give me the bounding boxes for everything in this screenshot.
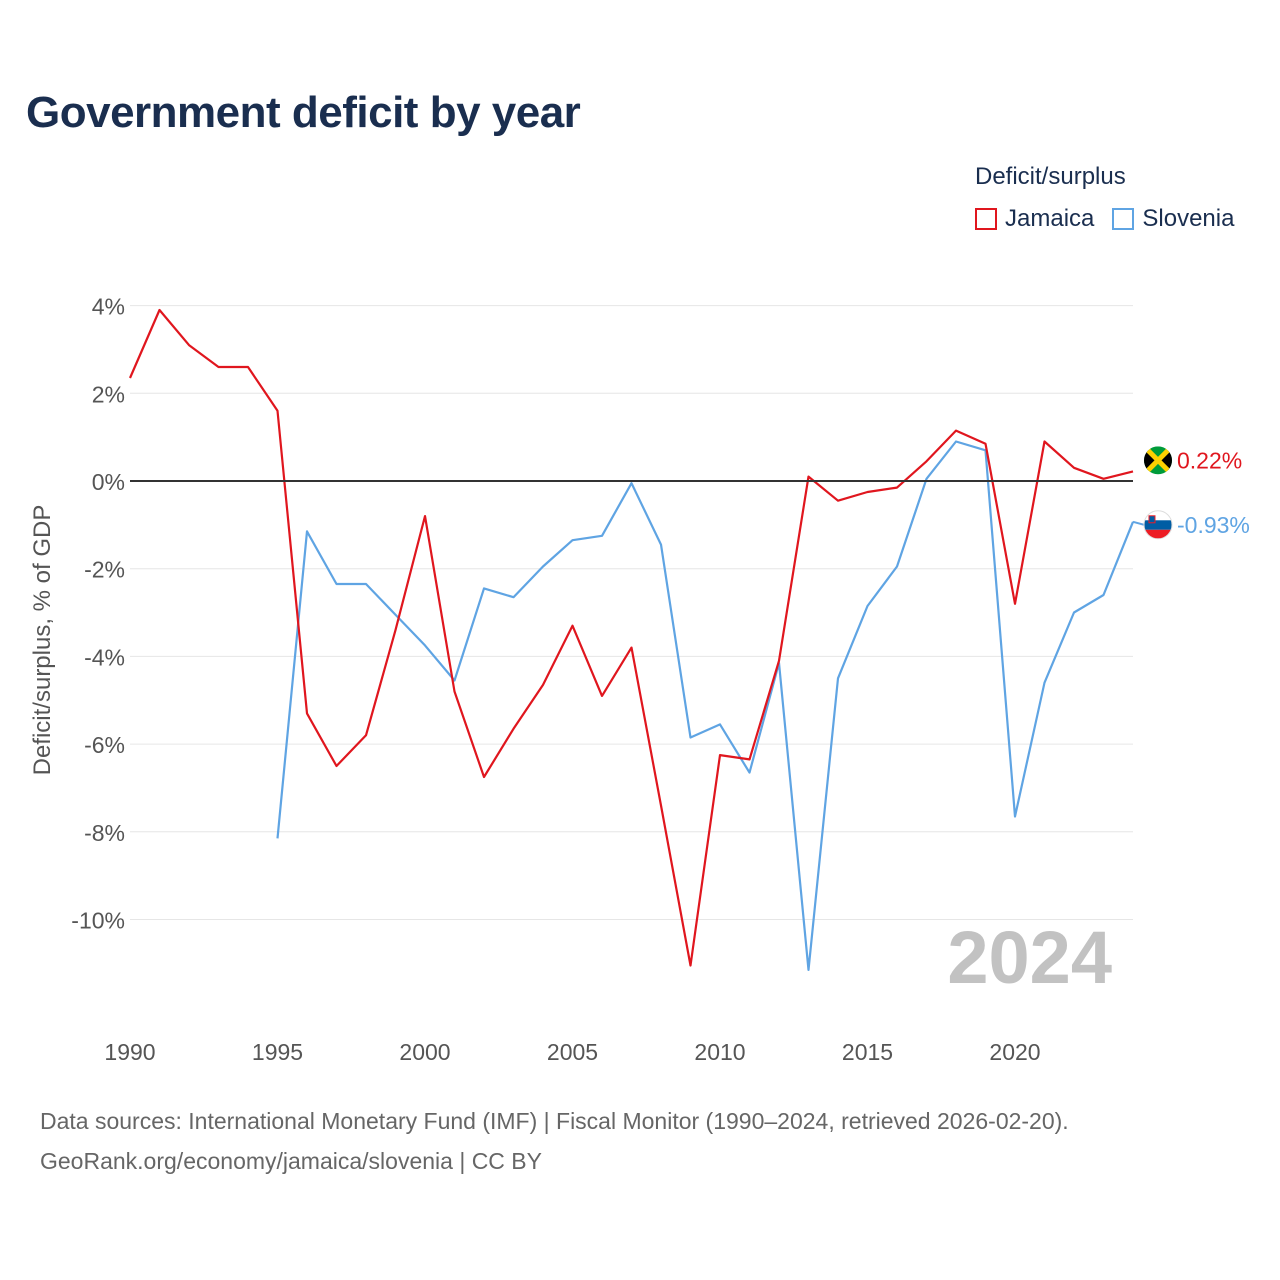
x-tick-label: 2020 — [989, 1039, 1040, 1065]
legend-label-jamaica: Jamaica — [1005, 205, 1095, 232]
x-tick-label: 2005 — [547, 1039, 598, 1065]
y-tick-label: 0% — [92, 469, 125, 495]
x-tick-label: 2000 — [399, 1039, 450, 1065]
x-tick-label: 1995 — [252, 1039, 303, 1065]
y-tick-label: -6% — [84, 732, 125, 758]
year-watermark: 2024 — [947, 916, 1112, 999]
flag-stripe — [1144, 510, 1172, 521]
y-axis-label: Deficit/surplus, % of GDP — [29, 505, 56, 776]
series-line-jamaica[interactable] — [128, 308, 1134, 967]
legend: Jamaica Slovenia — [975, 205, 1252, 233]
series-line-slovenia[interactable] — [276, 440, 1135, 972]
x-tick-label: 2015 — [842, 1039, 893, 1065]
legend-swatch-slovenia — [1112, 208, 1135, 230]
y-tick-label: -8% — [84, 820, 125, 846]
x-tick-label: 1990 — [104, 1039, 155, 1065]
footer-attribution: GeoRank.org/economy/jamaica/slovenia | C… — [40, 1148, 542, 1174]
y-tick-label: 4% — [92, 294, 125, 320]
legend-item-jamaica[interactable]: Jamaica — [975, 205, 1094, 233]
flag-outline — [1143, 510, 1173, 540]
slovenia-flag-icon — [1144, 510, 1172, 539]
legend-title: Deficit/surplus — [975, 163, 1126, 190]
end-label-slovenia: -0.93% — [1177, 512, 1250, 538]
flag-stripe — [1144, 529, 1172, 539]
flag-crest — [1148, 515, 1156, 524]
y-tick-label: -2% — [84, 557, 125, 583]
flag-stripe — [1144, 520, 1172, 530]
legend-item-slovenia[interactable]: Slovenia — [1112, 205, 1234, 233]
end-label-jamaica: 0.22% — [1177, 447, 1242, 473]
footer-sources: Data sources: International Monetary Fun… — [40, 1108, 1069, 1134]
legend-label-slovenia: Slovenia — [1142, 205, 1235, 232]
y-tick-label: -4% — [84, 644, 125, 670]
x-tick-label: 2010 — [694, 1039, 745, 1065]
flag-saltire — [1144, 446, 1172, 475]
y-tick-label: -10% — [71, 908, 125, 934]
y-tick-label: 2% — [92, 381, 125, 407]
legend-swatch-jamaica — [975, 208, 997, 230]
slovenia-connector — [1132, 520, 1145, 526]
page-title: Government deficit by year — [26, 88, 581, 137]
jamaica-flag-icon — [1144, 446, 1172, 475]
